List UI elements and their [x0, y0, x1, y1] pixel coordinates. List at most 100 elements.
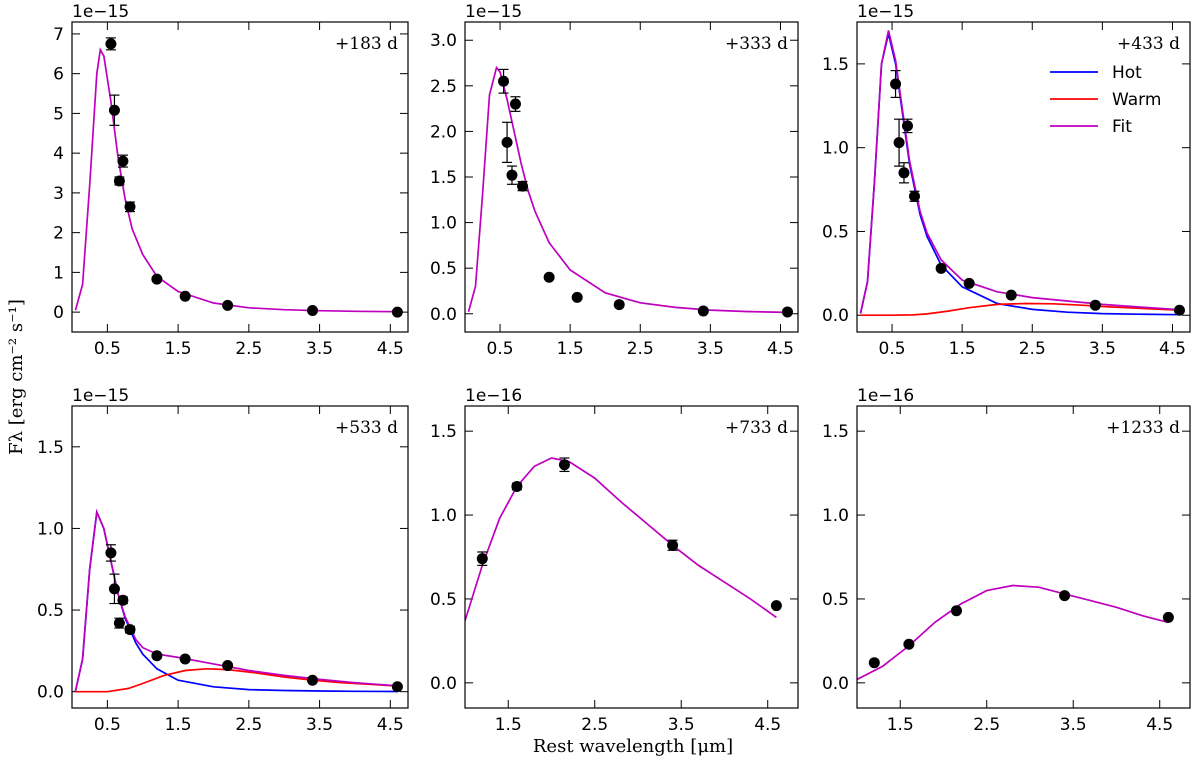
series-line-fit	[74, 47, 398, 313]
x-tick-label: 3.5	[697, 339, 724, 359]
x-tick-label: 3.5	[1060, 715, 1087, 735]
axis-multiplier: 1e−16	[465, 386, 522, 406]
data-point	[571, 291, 583, 303]
data-point	[179, 653, 191, 665]
x-tick-label: 1.5	[887, 715, 914, 735]
data-point	[108, 104, 120, 116]
x-axis-label: Rest wavelength [μm]	[533, 736, 733, 757]
series-line-fit	[859, 30, 1180, 314]
epoch-label: +733 d	[725, 418, 788, 438]
chart-panel-5: 1.5 2.5 3.5 4.5 0.0 0.5 1.0 1.5 1e−16 +733 d	[430, 386, 799, 735]
epoch-label: +333 d	[725, 34, 788, 54]
y-tick-label: 6	[53, 65, 64, 85]
epoch-label: +533 d	[335, 418, 398, 438]
data-point	[105, 547, 117, 559]
data-point	[908, 190, 920, 202]
data-point	[124, 624, 136, 636]
data-point	[151, 650, 163, 662]
x-tick-label: 0.5	[94, 715, 121, 735]
data-point	[105, 38, 117, 50]
epoch-label: +433 d	[1117, 34, 1180, 54]
data-point	[935, 262, 947, 274]
data-point	[613, 299, 625, 311]
x-tick-label: 1.5	[495, 715, 522, 735]
chart-panel-3: 0.5 1.5 2.5 3.5 4.5 0.0 0.5 1.0 1.5 1e−15 +433 d Ho…	[822, 2, 1191, 359]
plot-frame	[856, 21, 1191, 333]
x-tick-label: 2.5	[235, 339, 262, 359]
plot-frame	[464, 21, 799, 333]
legend-label-fit: Fit	[1112, 117, 1132, 137]
x-tick-label: 0.5	[94, 339, 121, 359]
y-tick-label: 1.5	[822, 55, 849, 75]
y-axis-label: Fλ [erg cm⁻² s⁻¹]	[6, 299, 27, 455]
data-point	[558, 459, 570, 471]
data-point	[1173, 304, 1185, 316]
data-point	[222, 299, 234, 311]
data-point	[903, 638, 915, 650]
plot-frame	[856, 405, 1191, 709]
y-tick-label: 2	[53, 224, 64, 244]
y-tick-label: 0.5	[430, 590, 457, 610]
data-point	[667, 539, 679, 551]
data-point	[516, 180, 528, 192]
y-tick-label: 5	[53, 104, 64, 124]
y-tick-label: 0.0	[430, 674, 457, 694]
data-point	[963, 277, 975, 289]
epoch-label: +183 d	[335, 34, 398, 54]
axis-multiplier: 1e−16	[857, 386, 914, 406]
data-point	[1162, 611, 1174, 623]
data-point	[498, 75, 510, 87]
series-line-fit	[74, 508, 398, 692]
x-tick-label: 4.5	[1146, 715, 1173, 735]
y-tick-label: 0.0	[430, 305, 457, 325]
x-tick-label: 3.5	[306, 339, 333, 359]
series-line-fit	[465, 457, 777, 622]
x-tick-label: 3.5	[306, 715, 333, 735]
data-point	[511, 481, 523, 493]
x-tick-label: 4.5	[1159, 339, 1186, 359]
y-tick-label: 1.5	[430, 168, 457, 188]
x-tick-label: 1.5	[165, 339, 192, 359]
data-point	[901, 120, 913, 132]
series-line-warm	[860, 302, 1180, 317]
data-point	[391, 306, 403, 318]
x-tick-label: 0.5	[487, 339, 514, 359]
data-point	[117, 594, 129, 606]
y-tick-label: 4	[53, 144, 64, 164]
x-tick-label: 1.5	[557, 339, 584, 359]
y-tick-label: 0.5	[822, 590, 849, 610]
y-tick-label: 1.0	[822, 506, 849, 526]
chart-panel-6: 1.5 2.5 3.5 4.5 0.0 0.5 1.0 1.5 1e−16 +1233 d	[822, 386, 1191, 735]
y-tick-label: 3	[53, 184, 64, 204]
data-point	[307, 674, 319, 686]
y-tick-label: 1.0	[430, 214, 457, 234]
data-point	[1089, 299, 1101, 311]
y-tick-label: 2.0	[430, 122, 457, 142]
legend-label-hot: Hot	[1112, 63, 1142, 83]
data-point	[890, 78, 902, 90]
y-tick-label: 0.5	[822, 222, 849, 242]
data-point	[506, 169, 518, 181]
data-point	[501, 136, 513, 148]
data-point	[543, 271, 555, 283]
data-point	[868, 657, 880, 669]
data-point	[950, 605, 962, 617]
x-tick-label: 2.5	[627, 339, 654, 359]
y-tick-label: 1.5	[37, 438, 64, 458]
y-tick-label: 0.5	[37, 601, 64, 621]
x-tick-label: 1.5	[165, 715, 192, 735]
data-point	[1059, 590, 1071, 602]
x-tick-label: 2.5	[235, 715, 262, 735]
plot-frame	[464, 405, 799, 709]
y-tick-label: 0.0	[822, 306, 849, 326]
x-tick-label: 3.5	[668, 715, 695, 735]
y-tick-label: 7	[53, 25, 64, 45]
y-tick-label: 0	[53, 303, 64, 323]
series-line-warm	[75, 667, 398, 693]
axis-multiplier: 1e−15	[72, 386, 129, 406]
data-point	[117, 155, 129, 167]
y-tick-label: 2.5	[430, 77, 457, 97]
data-point	[509, 98, 521, 110]
y-tick-label: 1.0	[822, 139, 849, 159]
